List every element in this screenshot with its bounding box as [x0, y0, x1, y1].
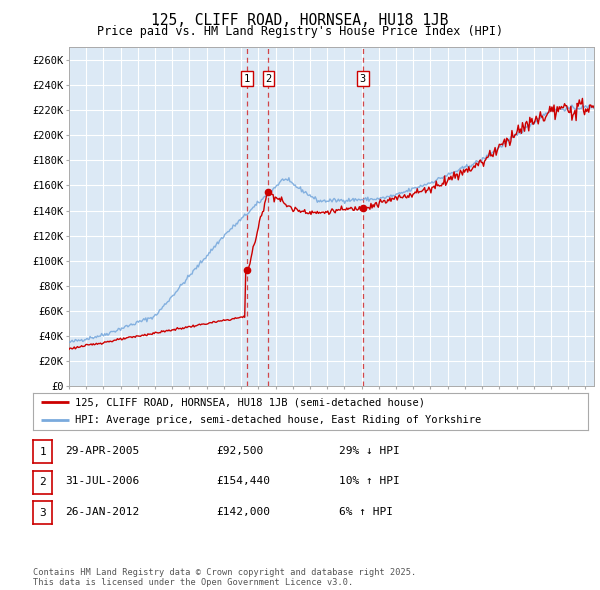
Text: 125, CLIFF ROAD, HORNSEA, HU18 1JB (semi-detached house): 125, CLIFF ROAD, HORNSEA, HU18 1JB (semi… [74, 397, 425, 407]
Text: 6% ↑ HPI: 6% ↑ HPI [339, 507, 393, 517]
Text: 2: 2 [265, 74, 271, 84]
Text: 2: 2 [39, 477, 46, 487]
Text: Contains HM Land Registry data © Crown copyright and database right 2025.
This d: Contains HM Land Registry data © Crown c… [33, 568, 416, 587]
Text: 10% ↑ HPI: 10% ↑ HPI [339, 477, 400, 486]
Text: 3: 3 [360, 74, 366, 84]
Text: 29% ↓ HPI: 29% ↓ HPI [339, 446, 400, 455]
Text: £92,500: £92,500 [216, 446, 263, 455]
Text: 29-APR-2005: 29-APR-2005 [65, 446, 139, 455]
Text: HPI: Average price, semi-detached house, East Riding of Yorkshire: HPI: Average price, semi-detached house,… [74, 415, 481, 425]
Text: £154,440: £154,440 [216, 477, 270, 486]
Text: Price paid vs. HM Land Registry's House Price Index (HPI): Price paid vs. HM Land Registry's House … [97, 25, 503, 38]
Text: 1: 1 [39, 447, 46, 457]
Text: 1: 1 [244, 74, 250, 84]
Text: £142,000: £142,000 [216, 507, 270, 517]
Text: 125, CLIFF ROAD, HORNSEA, HU18 1JB: 125, CLIFF ROAD, HORNSEA, HU18 1JB [151, 13, 449, 28]
Text: 26-JAN-2012: 26-JAN-2012 [65, 507, 139, 517]
Text: 31-JUL-2006: 31-JUL-2006 [65, 477, 139, 486]
Text: 3: 3 [39, 508, 46, 518]
